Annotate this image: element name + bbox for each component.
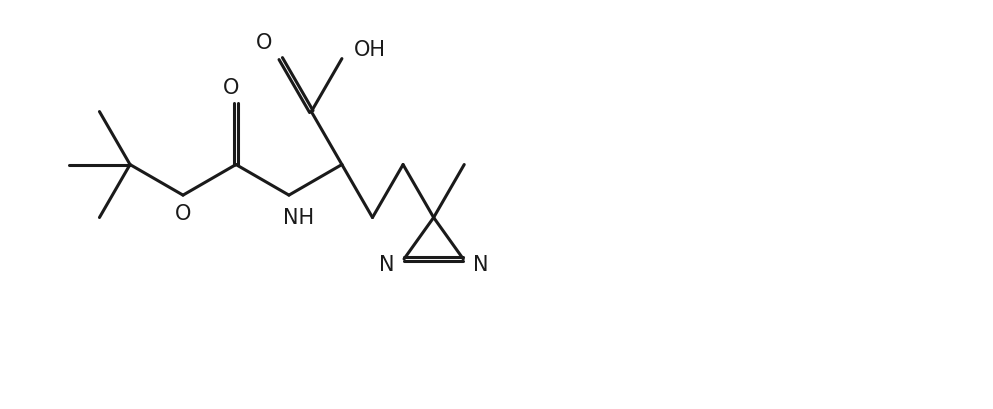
Text: O: O	[175, 203, 192, 223]
Text: OH: OH	[354, 40, 385, 60]
Text: N: N	[474, 254, 489, 274]
Text: N: N	[378, 254, 394, 274]
Text: O: O	[222, 77, 239, 97]
Text: NH: NH	[283, 207, 315, 227]
Text: O: O	[256, 33, 272, 53]
